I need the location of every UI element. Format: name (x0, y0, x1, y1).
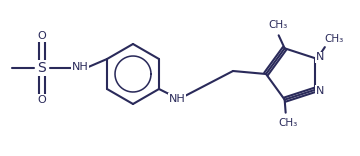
Text: CH₃: CH₃ (324, 34, 343, 44)
Text: S: S (38, 61, 46, 75)
Text: O: O (38, 31, 46, 41)
Text: NH: NH (168, 94, 185, 104)
Text: N: N (316, 86, 324, 96)
Text: O: O (38, 95, 46, 105)
Text: NH: NH (72, 62, 88, 72)
Text: N: N (316, 52, 324, 62)
Text: CH₃: CH₃ (278, 118, 297, 128)
Text: CH₃: CH₃ (268, 20, 287, 30)
